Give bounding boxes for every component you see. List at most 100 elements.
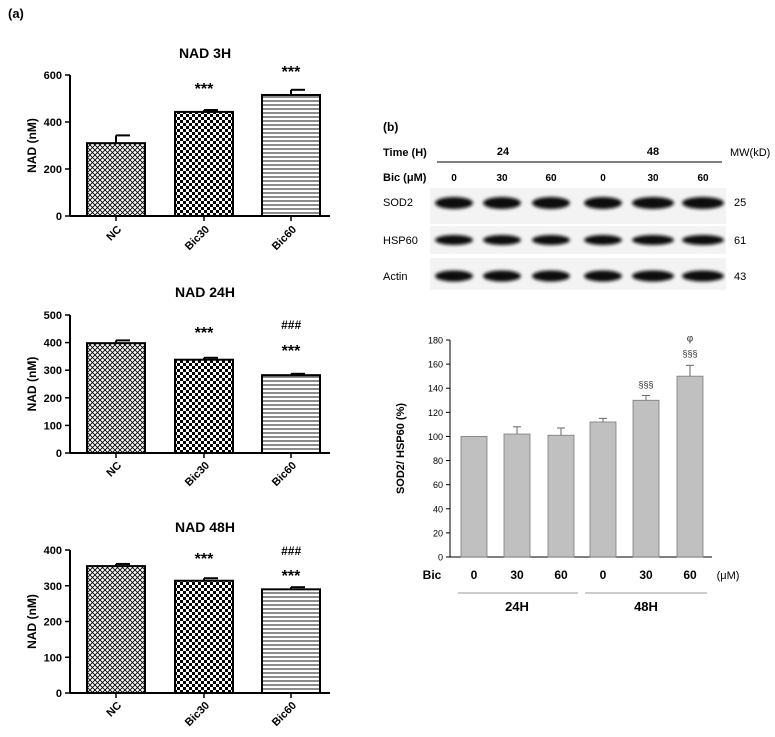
bar-bic60	[261, 374, 321, 454]
x-tick-label: 0	[471, 568, 478, 582]
y-tick-label: 400	[44, 545, 62, 557]
y-tick-label: 200	[44, 393, 62, 405]
significance-label: ***	[195, 325, 214, 342]
significance-label: §§§	[682, 348, 697, 358]
y-axis-label: NAD (nM)	[25, 118, 39, 173]
blot-row-label: HSP60	[383, 235, 418, 247]
time-label: Time (H)	[383, 147, 427, 159]
x-tick-label: Bic30	[183, 224, 212, 253]
y-tick-label: 0	[56, 688, 62, 700]
blot-mw-value: 43	[734, 271, 746, 283]
y-tick-label: 0	[438, 553, 443, 563]
y-tick-label: 140	[428, 384, 443, 394]
y-tick-label: 100	[44, 652, 62, 664]
bar-bic30	[174, 358, 234, 455]
chart-title: NAD 3H	[179, 45, 231, 61]
blot-band	[435, 235, 473, 245]
significance-label: ***	[282, 568, 301, 585]
chart-title: NAD 48H	[175, 519, 235, 535]
y-tick-label: 0	[56, 211, 62, 223]
significance-label: §§§	[638, 379, 653, 389]
y-tick-label: 60	[433, 480, 443, 490]
blot-band	[584, 235, 622, 245]
significance-label: ***	[195, 551, 214, 568]
panel-label-a: (a)	[8, 6, 24, 21]
y-tick-label: 20	[433, 528, 443, 538]
time-value-48: 48	[647, 146, 659, 158]
blot-band	[435, 270, 473, 282]
bar-2	[547, 434, 575, 558]
blot-band	[632, 197, 674, 209]
y-tick-label: 180	[428, 336, 443, 346]
significance-label: ###	[281, 318, 301, 332]
bar-4	[632, 399, 660, 558]
x-tick-label: Bic30	[183, 700, 212, 729]
y-axis-label: SOD2/ HSP60 (%)	[395, 403, 407, 494]
x-tick-label: 30	[639, 568, 653, 582]
western-blot: Time (H) 24 48 MW(kD) Bic (μM) 0 30 60 0 30 60 SOD2…	[383, 146, 770, 290]
y-tick-label: 400	[44, 338, 62, 350]
x-tick-label: 30	[510, 568, 524, 582]
x-tick-label: Bic60	[270, 700, 299, 729]
blot-strip-hsp60	[430, 226, 726, 254]
bic-label: Bic (μM)	[383, 172, 427, 184]
y-tick-label: 400	[44, 117, 62, 129]
y-tick-label: 80	[433, 456, 443, 466]
y-tick-label: 300	[44, 581, 62, 593]
y-tick-label: 200	[44, 617, 62, 629]
blot-band	[682, 235, 724, 245]
blot-strip-sod2	[430, 188, 726, 224]
bar-1	[503, 433, 531, 558]
blot-band	[532, 270, 570, 282]
y-tick-label: 500	[44, 310, 62, 322]
blot-mw-value: 61	[734, 235, 746, 247]
time-value-24: 24	[497, 146, 510, 158]
bic-value: 0	[451, 173, 457, 184]
y-tick-label: 120	[428, 408, 443, 418]
blot-band	[632, 270, 674, 282]
blot-band	[483, 197, 521, 209]
blot-band	[682, 197, 724, 209]
blot-band	[584, 270, 622, 282]
y-tick-label: 100	[428, 432, 443, 442]
bar-nc	[86, 142, 146, 217]
x-tick-label: NC	[104, 700, 124, 720]
blot-band	[435, 197, 473, 209]
blot-row-label: SOD2	[383, 197, 413, 209]
y-axis-label: NAD (nM)	[25, 357, 39, 412]
panel-label-b: (b)	[383, 120, 399, 134]
bic-value: 30	[496, 173, 508, 184]
chart-title: NAD 24H	[175, 284, 235, 300]
y-tick-label: 200	[44, 164, 62, 176]
blot-row-label: Actin	[383, 271, 407, 283]
blot-band	[532, 197, 570, 209]
significance-label: ***	[195, 81, 214, 98]
y-axis-label: NAD (nM)	[25, 594, 39, 649]
y-tick-label: 300	[44, 365, 62, 377]
x-tick-label: 60	[683, 568, 697, 582]
nad-chart-1: NAD 24H 0 100 200 300 400 500 NAD (nM) NC Bic30 **…	[25, 284, 330, 489]
blot-band	[483, 270, 521, 282]
significance-label: φ	[687, 333, 694, 344]
nad-chart-0: NAD 3H 0 200 400 600 NAD (nM) NC Bic30 *** Bic60 *…	[25, 45, 330, 253]
bic-value: 30	[647, 173, 659, 184]
bar-nc	[86, 565, 146, 695]
x-tick-label: NC	[104, 224, 124, 244]
y-tick-label: 160	[428, 360, 443, 370]
significance-label: ***	[282, 64, 301, 81]
x-axis-unit: (μM)	[717, 570, 740, 582]
bar-0	[460, 436, 488, 558]
bar-5	[676, 375, 704, 558]
bar-bic30	[174, 579, 234, 694]
x-tick-label: Bic60	[270, 224, 299, 253]
x-axis-label: Bic	[423, 568, 442, 582]
blot-band	[532, 235, 570, 245]
blot-band	[584, 197, 622, 209]
blot-band	[682, 270, 724, 282]
bar-bic60	[261, 588, 321, 695]
bar-3	[589, 421, 617, 558]
x-tick-label: 60	[554, 568, 568, 582]
significance-label: ###	[281, 544, 301, 558]
